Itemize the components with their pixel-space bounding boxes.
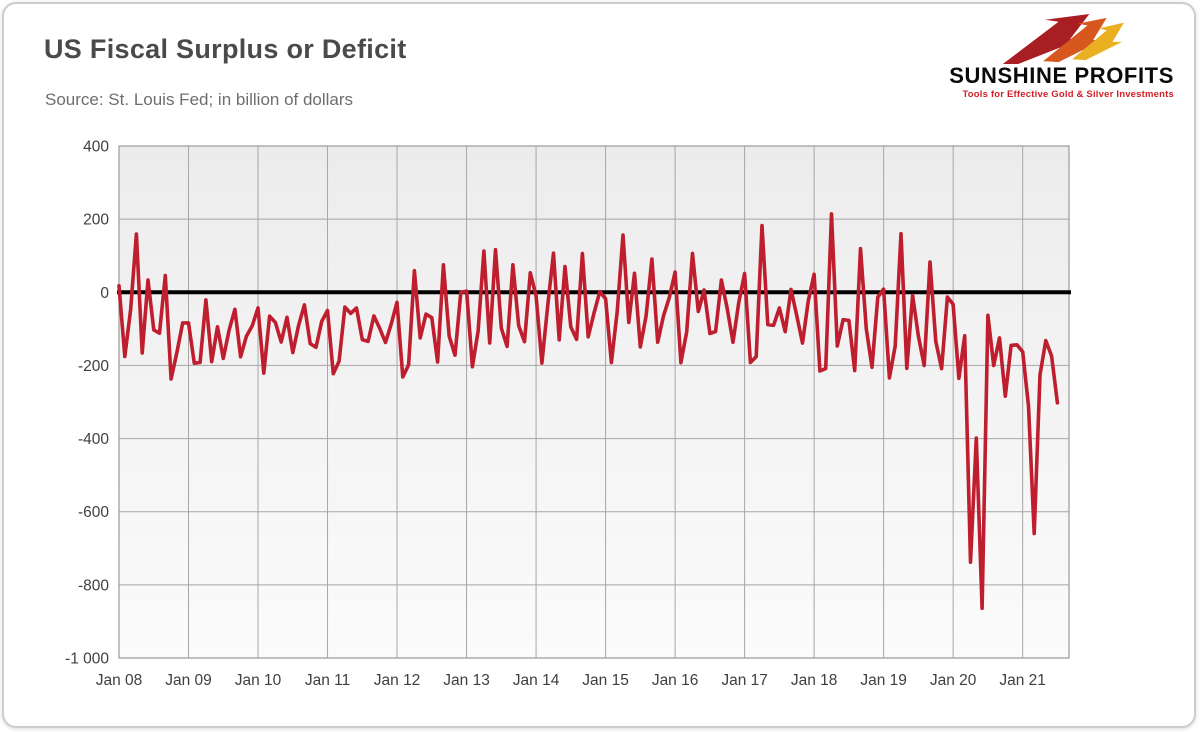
- x-axis-tick-label: Jan 08: [96, 672, 143, 689]
- y-axis-tick-label: 0: [100, 285, 109, 302]
- y-axis-tick-label: 400: [83, 139, 109, 156]
- logo-word-sunshine: SUNSHINE: [949, 63, 1068, 88]
- page-title: US Fiscal Surplus or Deficit: [44, 34, 407, 64]
- x-axis-tick-label: Jan 18: [791, 672, 838, 689]
- y-axis-tick-label: -800: [78, 577, 109, 594]
- plot-border: [118, 145, 1070, 659]
- logo-word-profits: PROFITS: [1074, 63, 1174, 88]
- logo-tagline: Tools for Effective Gold & Silver Invest…: [962, 89, 1174, 101]
- source-note: Source: St. Louis Fed; in billion of dol…: [45, 90, 354, 109]
- fiscal-surplus-deficit-chart: Jan 08 Jan 09 Jan 10 Jan 11 Jan 12 Jan 13 Jan …: [34, 130, 1194, 722]
- y-axis-tick-label: 200: [83, 212, 109, 229]
- x-axis-tick-label: Jan 14: [513, 672, 560, 689]
- deficit-line-series: [117, 212, 1060, 611]
- x-axis-tick-label: Jan 10: [235, 672, 282, 689]
- x-axis-tick-label: Jan 20: [930, 672, 977, 689]
- chart-svg: Jan 08 Jan 09 Jan 10 Jan 11 Jan 12 Jan 13 Jan …: [65, 139, 1071, 689]
- y-axis-tick-label: -600: [78, 504, 109, 521]
- x-axis-tick-label: Jan 13: [443, 672, 490, 689]
- lightning-arrows-icon: [1002, 14, 1124, 64]
- x-axis-tick-label: Jan 19: [860, 672, 907, 689]
- x-axis-tick-label: Jan 17: [721, 672, 768, 689]
- x-axis-tick-label: Jan 15: [582, 672, 629, 689]
- y-axis-tick-label: -200: [78, 358, 109, 375]
- logo-wordmark: SUNSHINE PROFITS: [949, 64, 1174, 87]
- x-axis-tick-label: Jan 09: [165, 672, 212, 689]
- y-axis-tick-label: -1 000: [65, 651, 109, 668]
- plot-background: [119, 146, 1069, 658]
- x-axis-tick-label: Jan 21: [999, 672, 1046, 689]
- x-axis-tick-label: Jan 16: [652, 672, 699, 689]
- x-axis-tick-label: Jan 12: [374, 672, 421, 689]
- sunshine-profits-logo: SUNSHINE PROFITS Tools for Effective Gol…: [914, 14, 1174, 100]
- x-axis-tick-label: Jan 11: [305, 672, 350, 689]
- y-axis-tick-label: -400: [78, 431, 109, 448]
